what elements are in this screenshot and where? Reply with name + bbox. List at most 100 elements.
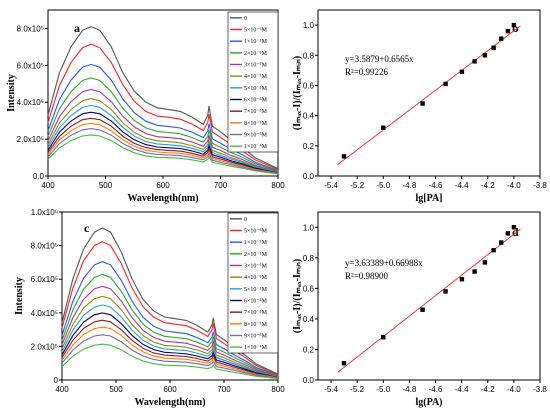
y-tick-label: 8.0x10⁵ [17, 24, 44, 33]
y-tick-label: 0.2 [303, 142, 315, 151]
legend-label-10: 9×10⁻⁵M [244, 133, 268, 139]
y-tick-label: 0 [54, 376, 59, 385]
fit-equation: y=3.63389+0.66988x [345, 258, 423, 268]
y-tick-label: 6.0x10⁵ [31, 275, 58, 284]
data-point [341, 361, 347, 366]
series-line-6 [61, 304, 279, 378]
data-point [499, 240, 504, 245]
y-tick-label: 2.0x10⁵ [31, 342, 58, 351]
panel-label: c [84, 221, 90, 235]
legend-label-7: 6×10⁻⁵M [244, 299, 268, 305]
x-tick-label: -4.0 [507, 181, 521, 190]
legend-label-6: 5×10⁻⁵M [244, 287, 268, 293]
data-point [443, 81, 448, 87]
legend-box [227, 11, 279, 153]
legend-label-3: 2×10⁻⁵M [244, 252, 268, 258]
series-line-11 [61, 343, 279, 380]
y-tick-label: 0.6 [303, 81, 315, 90]
y-tick-label: 8.0x10⁵ [31, 242, 58, 251]
y-tick-label: 0.0 [303, 376, 315, 385]
y-tick-label: 0.4 [303, 315, 315, 324]
x-tick-label: -5.0 [376, 181, 390, 190]
series-line-3 [61, 273, 279, 377]
data-point [505, 28, 511, 34]
x-tick-label: 700 [217, 385, 231, 394]
legend-label-2: 1×10⁻⁵M [244, 240, 268, 246]
y-axis-label: (Iₘₐₓ-I)/(Iₘₐₓ-Iₘᵢₙ) [292, 56, 303, 130]
x-tick-label: -5.4 [324, 181, 338, 190]
y-tick-label: 6.0x10⁵ [17, 61, 44, 70]
x-axis-label: lg(PA) [415, 397, 442, 408]
x-tick-label: 800 [271, 385, 285, 394]
x-tick-label: 500 [99, 181, 113, 190]
data-point [381, 125, 386, 130]
series-line-7 [61, 312, 279, 379]
data-point [505, 231, 511, 236]
legend-label-0: 0 [244, 16, 247, 22]
x-tick-label: -4.4 [455, 385, 469, 394]
x-tick-label: 700 [214, 181, 228, 190]
x-tick-label: -4.8 [403, 385, 417, 394]
x-tick-label: -3.8 [533, 181, 547, 190]
x-axis-label: lg[PA] [415, 193, 442, 204]
x-axis-label: Wavelength(nm) [127, 193, 198, 204]
data-point [420, 101, 425, 106]
plot-frame [317, 9, 541, 177]
legend-label-8: 7×10⁻⁵M [244, 109, 268, 115]
legend-label-7: 6×10⁻⁵M [244, 98, 268, 104]
legend-label-0: 0 [244, 217, 247, 223]
series-line-9 [61, 326, 279, 379]
series-line-10 [47, 128, 279, 175]
x-tick-label: 800 [271, 181, 285, 190]
fit-r-squared: R²=0.98900 [345, 271, 389, 281]
data-point [381, 335, 386, 340]
y-tick-label: 1.0 [303, 223, 315, 232]
legend-label-8: 7×10⁻⁵M [244, 310, 268, 316]
data-point [459, 277, 465, 282]
panel-b: -5.4 -5.2 -5.0 -4.8 -4.6 -4.4 -4.2 -4.0 -3.8 0.0 0… [292, 9, 547, 204]
data-point [511, 22, 517, 28]
data-point [491, 45, 496, 50]
x-tick-label: -3.8 [533, 385, 547, 394]
y-tick-label: 0.4 [303, 112, 315, 121]
legend-label-5: 4×10⁻⁵M [244, 275, 268, 281]
legend-label-4: 3×10⁻⁵M [244, 264, 268, 270]
x-tick-label: -5.0 [376, 385, 390, 394]
panel-label: d [512, 225, 519, 239]
x-tick-label: -5.2 [350, 385, 364, 394]
plot-frame [317, 211, 541, 381]
panel-label: a [74, 21, 80, 35]
fit-line [337, 25, 521, 165]
series-line-3 [47, 77, 279, 172]
y-tick-label: 4.0x10⁵ [31, 309, 58, 318]
x-tick-label: 400 [41, 181, 55, 190]
data-point [482, 260, 488, 265]
data-point [472, 269, 477, 274]
fit-line [337, 228, 521, 373]
data-point [499, 36, 504, 41]
y-tick-label: 1.0x10⁶ [31, 208, 58, 217]
series-line-9 [47, 122, 279, 174]
series-line-8 [47, 117, 279, 174]
y-tick-label: 1.0 [303, 21, 315, 30]
series-line-8 [61, 319, 279, 379]
series-line-11 [47, 134, 279, 175]
legend-label-11: 1×10⁻⁴M [244, 144, 268, 150]
x-tick-label: 600 [156, 181, 170, 190]
y-tick-label: 0.8 [303, 51, 315, 60]
legend-label-4: 3×10⁻⁵M [244, 63, 268, 69]
fit-r-squared: R²=0.99226 [345, 67, 389, 77]
y-axis-label: Intensity [14, 277, 25, 315]
legend-box [227, 212, 279, 354]
series-line-4 [47, 88, 279, 173]
y-axis-label: Intensity [6, 74, 17, 112]
series-line-10 [61, 334, 279, 379]
legend-label-10: 9×10⁻⁵M [244, 334, 268, 340]
panel-d: -5.4 -5.2 -5.0 -4.8 -4.6 -4.4 -4.2 -4.0 -3.8 0.0 0… [292, 211, 547, 408]
series-line-5 [47, 98, 279, 173]
panel-a: 400 500 600 700 800 0.0 2.0x10⁵ 4.0x10⁵ 6.0x10⁵ 8… [6, 9, 285, 204]
x-tick-label: -5.4 [324, 385, 338, 394]
x-tick-label: 600 [163, 385, 177, 394]
legend-label-11: 1×10⁻⁴M [244, 345, 268, 351]
